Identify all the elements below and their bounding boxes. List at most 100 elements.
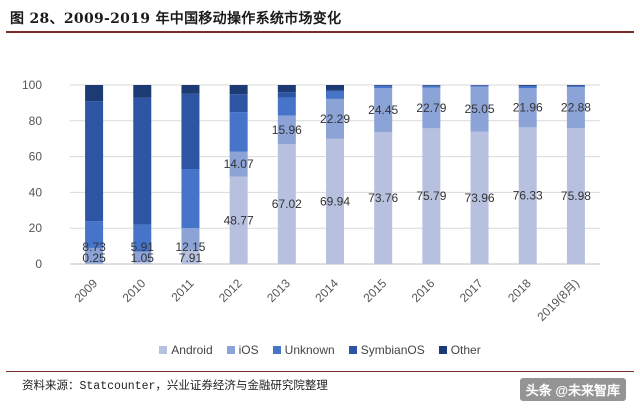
x-tick-label: 2012 xyxy=(216,276,245,305)
bar-android-3 xyxy=(229,176,248,264)
data-label-ios: 8.73 xyxy=(82,240,106,254)
bar-ios-9 xyxy=(518,88,537,128)
bar-symbianos-2 xyxy=(181,93,200,170)
bar-other-10 xyxy=(566,85,585,86)
data-label-ios: 24.45 xyxy=(368,103,398,117)
bar-android-8 xyxy=(470,131,489,264)
legend-swatch xyxy=(348,346,357,354)
bar-unknown-7 xyxy=(422,85,441,88)
data-label-android: 75.98 xyxy=(561,189,591,203)
data-label-android: 67.02 xyxy=(272,197,302,211)
bar-other-9 xyxy=(518,85,537,86)
bar-android-9 xyxy=(518,127,537,265)
bar-android-2 xyxy=(181,249,200,264)
legend-swatch xyxy=(438,346,447,354)
source-note: 资料来源：Statcounter，兴业证券经济与金融研究院整理 xyxy=(22,380,328,393)
bar-unknown-0 xyxy=(85,221,104,248)
data-label-android: 75.79 xyxy=(416,189,446,203)
data-label-ios: 12.15 xyxy=(175,240,205,254)
data-label-ios: 25.05 xyxy=(465,102,495,116)
data-label-ios: 21.96 xyxy=(513,101,543,115)
bar-ios-3 xyxy=(229,151,248,177)
y-tick-label: 80 xyxy=(29,114,43,128)
y-tick-label: 60 xyxy=(29,150,43,164)
legend-swatch xyxy=(159,346,168,354)
legend-item-unknown: Unknown xyxy=(272,343,335,357)
legend-label: SymbianOS xyxy=(360,343,425,357)
bar-android-1 xyxy=(133,262,152,264)
legend-swatch xyxy=(226,346,235,354)
data-label-android: 0.25 xyxy=(82,251,106,265)
x-tick-label: 2015 xyxy=(361,276,390,305)
data-label-ios: 22.79 xyxy=(416,101,446,115)
legend-swatch xyxy=(272,346,281,354)
bar-ios-6 xyxy=(374,88,393,132)
legend-item-ios: iOS xyxy=(226,343,259,357)
bar-other-4 xyxy=(277,85,296,93)
x-tick-label: 2011 xyxy=(168,276,196,304)
bar-android-10 xyxy=(566,127,585,265)
bar-android-7 xyxy=(422,128,441,264)
x-tick-label: 2013 xyxy=(264,276,293,305)
bar-unknown-5 xyxy=(326,91,344,99)
x-tick-label: 2010 xyxy=(120,276,149,305)
bar-symbianos-3 xyxy=(229,94,248,113)
y-tick-label: 20 xyxy=(29,221,43,235)
data-label-ios: 14.07 xyxy=(224,157,254,171)
data-label-android: 73.96 xyxy=(465,191,495,205)
bar-symbianos-0 xyxy=(85,101,104,222)
bar-other-5 xyxy=(326,85,344,90)
bar-unknown-6 xyxy=(374,86,393,89)
y-tick-label: 100 xyxy=(22,78,42,92)
x-tick-label: 2016 xyxy=(409,276,438,305)
bar-other-7 xyxy=(422,85,441,86)
data-label-android: 73.76 xyxy=(368,191,398,205)
bar-unknown-8 xyxy=(470,85,489,87)
bar-symbianos-1 xyxy=(133,97,152,225)
x-tick-label: 2019(8月) xyxy=(534,276,582,324)
bar-ios-2 xyxy=(181,228,200,250)
y-tick-label: 0 xyxy=(35,257,42,271)
data-label-android: 7.91 xyxy=(179,251,203,265)
bar-ios-7 xyxy=(422,87,441,129)
bar-other-1 xyxy=(133,85,152,98)
legend: Android iOS Unknown SymbianOS Other xyxy=(0,343,640,357)
watermark: 头条 @未来智库 xyxy=(519,378,626,401)
legend-item-android: Android xyxy=(159,343,213,357)
bar-ios-8 xyxy=(470,86,489,132)
x-tick-label: 2018 xyxy=(505,276,534,305)
data-label-ios: 5.91 xyxy=(131,240,155,254)
bar-ios-5 xyxy=(326,98,344,139)
data-label-android: 1.05 xyxy=(131,251,155,265)
bar-ios-10 xyxy=(566,87,585,128)
legend-label: Android xyxy=(171,343,213,357)
legend-item-other: Other xyxy=(438,343,481,357)
bar-symbianos-4 xyxy=(277,92,296,98)
figure-title: 图 28、2009-2019 年中国移动操作系统市场变化 xyxy=(10,11,342,27)
bar-symbianos-5 xyxy=(326,89,344,92)
bar-other-2 xyxy=(181,85,200,94)
bar-ios-0 xyxy=(85,247,104,264)
bar-other-6 xyxy=(374,85,393,86)
bar-unknown-10 xyxy=(566,85,585,88)
bar-unknown-2 xyxy=(181,169,200,229)
bar-other-0 xyxy=(85,85,104,102)
bar-other-3 xyxy=(229,85,248,95)
bar-unknown-1 xyxy=(133,224,152,252)
bar-ios-4 xyxy=(277,115,296,145)
y-tick-label: 40 xyxy=(29,185,43,199)
legend-label: Unknown xyxy=(284,343,335,357)
legend-label: iOS xyxy=(238,343,259,357)
bar-unknown-3 xyxy=(229,112,248,152)
bar-android-5 xyxy=(326,138,344,264)
legend-item-symbianos: SymbianOS xyxy=(348,343,425,357)
bottom-rule xyxy=(6,371,634,372)
x-tick-label: 2009 xyxy=(71,276,100,305)
bar-android-4 xyxy=(277,144,296,264)
bar-android-6 xyxy=(374,131,393,264)
x-tick-label: 2014 xyxy=(312,276,341,305)
legend-label: Other xyxy=(450,343,481,357)
data-label-android: 69.94 xyxy=(320,194,350,208)
x-tick-label: 2017 xyxy=(457,276,486,305)
data-label-android: 76.33 xyxy=(513,189,543,203)
